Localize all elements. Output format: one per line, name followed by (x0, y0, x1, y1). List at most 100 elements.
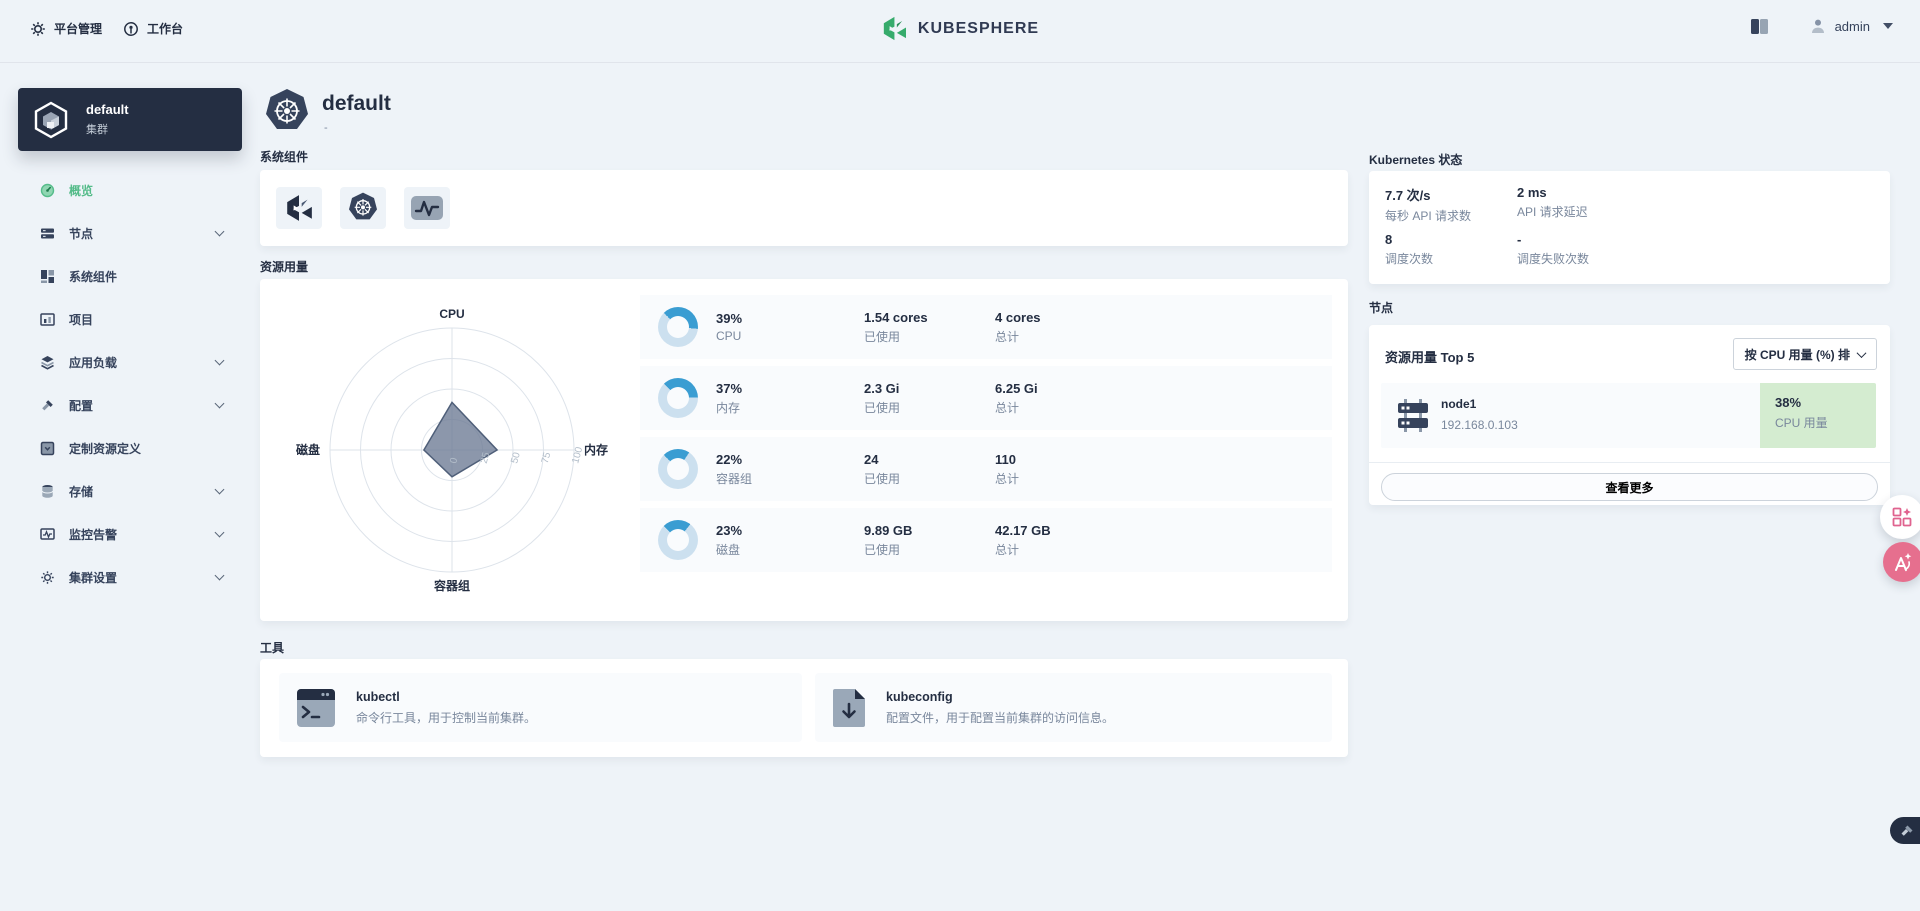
component-monitoring[interactable] (404, 187, 450, 229)
tool-name: kubectl (356, 689, 400, 704)
sidebar-item-cluster-settings[interactable]: 集群设置 (0, 556, 258, 599)
page-title: default (322, 92, 391, 115)
cluster-name: default (86, 102, 129, 117)
stat-value: 7.7 次/s (1385, 188, 1431, 203)
svg-text:100: 100 (570, 445, 585, 464)
usage-total-label: 总计 (995, 400, 1020, 415)
top-bar: 平台管理 工作台 KUBESPHERE admin (0, 0, 1920, 63)
book-icon (1751, 19, 1768, 34)
sidebar-nav: 概览 节点 系统组件 (0, 169, 258, 599)
sidebar-item-workloads[interactable]: 应用负载 (0, 341, 258, 384)
components-icon (41, 270, 54, 283)
sidebar-item-label: 配置 (69, 399, 94, 413)
chevron-down-icon (214, 527, 225, 538)
cluster-selector-card[interactable]: default 集群 (18, 88, 242, 151)
stat-api-request-rate: 7.7 次/s 每秒 API 请求数 (1385, 185, 1471, 224)
translate-icon (1895, 553, 1912, 572)
stat-label: 调度次数 (1385, 252, 1434, 266)
pods-donut-chart (658, 449, 698, 489)
sidebar-item-label: 存储 (69, 485, 94, 499)
crd-icon (40, 441, 55, 456)
sidebar-item-monitoring-alerting[interactable]: 监控告警 (0, 513, 258, 556)
kubernetes-component-icon (349, 192, 377, 220)
usage-total-value: 42.17 GB (995, 522, 1051, 538)
sidebar-item-label: 定制资源定义 (69, 442, 142, 456)
usage-row-disk: 23% 磁盘 9.89 GB 已使用 42.17 GB 总计 (640, 508, 1332, 572)
user-icon (1811, 19, 1824, 33)
k8s-status-card: 7.7 次/s 每秒 API 请求数 2 ms API 请求延迟 8 调度次数 … (1369, 171, 1890, 284)
tool-desc: 配置文件，用于配置当前集群的访问信息。 (886, 710, 1115, 725)
usage-used-label: 已使用 (864, 542, 901, 557)
sidebar-item-crd[interactable]: 定制资源定义 (0, 427, 258, 470)
usage-name: CPU (716, 329, 742, 343)
usage-name: 容器组 (716, 471, 753, 486)
node-metric-value: 38% (1775, 395, 1802, 410)
tool-desc: 命令行工具，用于控制当前集群。 (356, 710, 537, 725)
kubesphere-logo-icon (883, 16, 907, 41)
docs-button[interactable] (1750, 18, 1769, 35)
apps-sparkle-icon (1892, 507, 1912, 527)
nodes-section-label: 节点 (1369, 301, 1394, 315)
usage-row-memory: 37% 内存 2.3 Gi 已使用 6.25 Gi 总计 (640, 366, 1332, 430)
node-cpu-metric: 38% CPU 用量 (1760, 383, 1876, 448)
chevron-down-icon (214, 226, 225, 237)
sidebar-item-label: 集群设置 (69, 571, 118, 585)
ai-assistant-button[interactable] (1880, 495, 1920, 539)
workloads-icon (41, 356, 54, 370)
toolbox-button[interactable] (1890, 817, 1920, 844)
sidebar-item-label: 概览 (69, 184, 94, 198)
node-row[interactable]: node1 192.168.0.103 38% CPU 用量 (1381, 383, 1876, 448)
divider (1369, 462, 1890, 463)
sidebar-item-components[interactable]: 系统组件 (0, 255, 258, 298)
sidebar-item-label: 监控告警 (69, 528, 118, 542)
gear-icon (41, 571, 54, 584)
sidebar-item-nodes[interactable]: 节点 (0, 212, 258, 255)
kubectl-tool[interactable]: kubectl 命令行工具，用于控制当前集群。 (279, 673, 802, 742)
database-icon (41, 485, 54, 498)
usage-name: 内存 (716, 400, 741, 415)
terminal-icon (297, 688, 335, 727)
translate-button[interactable] (1883, 542, 1920, 582)
sidebar-item-label: 应用负载 (69, 356, 118, 370)
usage-percent: 22% (716, 451, 743, 467)
projects-icon (40, 313, 55, 326)
usage-row-cpu: 39% CPU 1.54 cores 已使用 4 cores 总计 (640, 295, 1332, 359)
usage-total-label: 总计 (995, 542, 1020, 557)
stat-label: 调度失败次数 (1517, 252, 1590, 266)
sidebar-item-projects[interactable]: 项目 (0, 298, 258, 341)
view-more-button[interactable]: 查看更多 (1381, 473, 1878, 501)
kubesphere-logo[interactable]: KUBESPHERE (881, 15, 1039, 42)
usage-used-value: 24 (864, 451, 879, 467)
workbench-nav[interactable]: 工作台 (123, 20, 183, 37)
sort-dropdown[interactable]: 按 CPU 用量 (%) 排 (1732, 338, 1877, 370)
kubernetes-cluster-icon (266, 89, 308, 129)
chevron-down-icon (214, 570, 225, 581)
chevron-down-icon (214, 398, 225, 409)
gear-icon (31, 21, 45, 36)
components-section-label: 系统组件 (260, 150, 309, 164)
stat-api-latency: 2 ms API 请求延迟 (1517, 185, 1588, 220)
svg-text:容器组: 容器组 (433, 578, 470, 593)
component-kubesphere[interactable] (276, 187, 322, 229)
nodes-card: 资源用量 Top 5 按 CPU 用量 (%) 排 node1 192.168.… (1369, 325, 1890, 505)
usage-used-label: 已使用 (864, 471, 901, 486)
user-menu[interactable]: admin (1810, 18, 1893, 34)
usage-total-value: 6.25 Gi (995, 380, 1038, 396)
platform-management-nav[interactable]: 平台管理 (30, 20, 102, 37)
usage-used-value: 9.89 GB (864, 522, 913, 538)
platform-management-label: 平台管理 (54, 22, 103, 36)
chevron-down-icon (214, 355, 225, 366)
resource-usage-card: 0 25 50 75 100 CPU 内存 容器组 磁盘 39% CPU 1.54 cores … (260, 279, 1348, 621)
usage-used-label: 已使用 (864, 329, 901, 344)
node-ip: 192.168.0.103 (1441, 418, 1518, 432)
component-kubernetes[interactable] (340, 187, 386, 229)
svg-text:磁盘: 磁盘 (295, 442, 320, 457)
hammer-icon (42, 400, 53, 411)
sidebar-item-storage[interactable]: 存储 (0, 470, 258, 513)
kubeconfig-tool[interactable]: kubeconfig 配置文件，用于配置当前集群的访问信息。 (815, 673, 1332, 742)
sidebar-item-overview[interactable]: 概览 (0, 169, 258, 212)
sidebar-item-label: 节点 (69, 227, 94, 241)
sidebar-item-configuration[interactable]: 配置 (0, 384, 258, 427)
stat-value: - (1517, 232, 1522, 247)
tools-section-label: 工具 (260, 641, 285, 655)
